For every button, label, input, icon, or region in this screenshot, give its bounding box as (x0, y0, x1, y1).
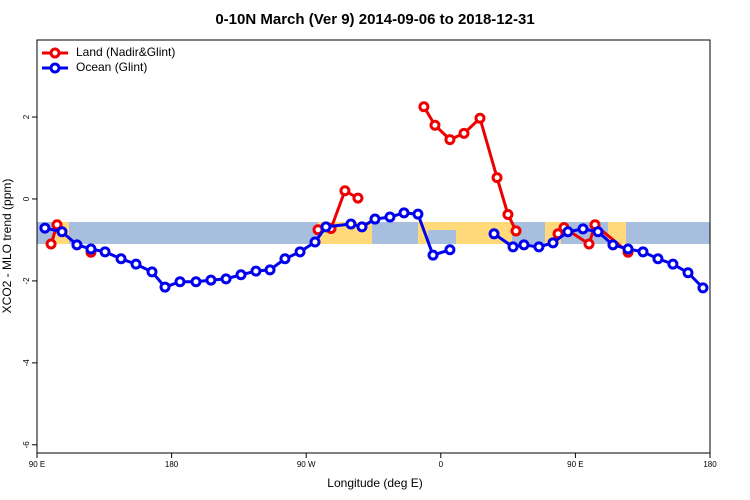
x-tick-label: 90 E (29, 460, 45, 469)
chart-title: 0-10N March (Ver 9) 2014-09-06 to 2018-1… (215, 11, 534, 28)
legend-marker (49, 62, 61, 74)
point (309, 236, 321, 248)
point (398, 207, 410, 219)
x-tick-label: 90 E (567, 460, 583, 469)
point (356, 221, 368, 233)
point (458, 127, 470, 139)
point (418, 101, 430, 113)
point (488, 228, 500, 240)
point (622, 243, 634, 255)
point (507, 241, 519, 253)
point (412, 208, 424, 220)
y-axis-label: XCO2 - MLO trend (ppm) (0, 179, 14, 314)
point (190, 276, 202, 288)
point (547, 237, 559, 249)
point (339, 185, 351, 197)
point (518, 239, 530, 251)
point (637, 246, 649, 258)
point (159, 281, 171, 293)
point (220, 273, 232, 285)
point (667, 258, 679, 270)
point (427, 249, 439, 261)
point (85, 243, 97, 255)
plot-frame (36, 39, 711, 454)
point (474, 112, 486, 124)
point (130, 258, 142, 270)
y-tick-label: -2 (22, 277, 31, 285)
y-tick-label: -6 (22, 441, 31, 449)
x-axis-label: Longitude (deg E) (327, 476, 422, 490)
point (697, 282, 709, 294)
series-line (49, 106, 630, 254)
legend-label: Ocean (Glint) (76, 60, 147, 74)
y-tick-label: 0 (22, 196, 31, 201)
point (491, 172, 503, 184)
x-tick-label: 180 (703, 460, 717, 469)
point (369, 213, 381, 225)
point (533, 241, 545, 253)
point (652, 253, 664, 265)
point (562, 226, 574, 238)
y-tick-label: 2 (22, 114, 31, 119)
x-tick-label: 180 (165, 460, 179, 469)
point (444, 134, 456, 146)
point (577, 223, 589, 235)
point (444, 244, 456, 256)
point (592, 226, 604, 238)
point (583, 238, 595, 250)
point (39, 222, 51, 234)
x-tick-label: 90 W (297, 460, 316, 469)
point (294, 246, 306, 258)
point (320, 221, 332, 233)
point (345, 218, 357, 230)
point (510, 225, 522, 237)
point (352, 192, 364, 204)
point (146, 266, 158, 278)
point (384, 211, 396, 223)
point (279, 253, 291, 265)
point (682, 267, 694, 279)
legend-label: Land (Nadir&Glint) (76, 45, 175, 59)
point (264, 264, 276, 276)
point (45, 238, 57, 250)
point (429, 119, 441, 131)
x-tick-label: 0 (439, 460, 444, 469)
y-tick-label: -4 (22, 359, 31, 367)
point (174, 276, 186, 288)
point (115, 253, 127, 265)
legend-marker (49, 47, 61, 59)
point (99, 246, 111, 258)
point (71, 239, 83, 251)
point (56, 226, 68, 238)
point (235, 269, 247, 281)
point (250, 265, 262, 277)
point (51, 219, 63, 231)
point (502, 209, 514, 221)
point (607, 239, 619, 251)
point (205, 274, 217, 286)
